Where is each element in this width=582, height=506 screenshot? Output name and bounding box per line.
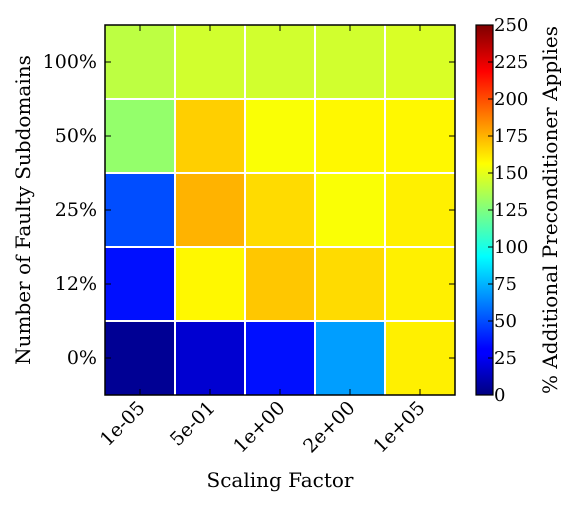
heatmap-cell xyxy=(105,247,175,321)
heatmap-cell xyxy=(315,173,385,247)
colorbar-tick-label: 75 xyxy=(494,274,517,295)
heatmap-cell xyxy=(245,321,315,395)
heatmap-cell xyxy=(245,25,315,99)
heatmap-cell xyxy=(175,25,245,99)
colorbar-ticks: 0 25 50 75 100 125 150 175 200 225 250 xyxy=(488,15,528,406)
y-tick-label: 100% xyxy=(43,51,97,73)
colorbar-tick-label: 175 xyxy=(494,126,528,147)
heatmap-cell xyxy=(385,25,455,99)
heatmap-cell xyxy=(175,99,245,173)
colorbar-tick-label: 200 xyxy=(494,89,528,110)
heatmap-cell xyxy=(315,99,385,173)
x-tick-label: 1e+05 xyxy=(369,397,429,457)
colorbar-tick-label: 0 xyxy=(494,385,505,406)
heatmap-cell xyxy=(245,99,315,173)
y-tick-label: 12% xyxy=(55,273,97,295)
heatmap-cell xyxy=(105,99,175,173)
colorbar-tick-label: 100 xyxy=(494,237,528,258)
y-tick-label: 50% xyxy=(55,125,97,147)
cell-grid xyxy=(105,25,455,395)
y-axis-ticks: 100% 50% 25% 12% 0% xyxy=(43,51,455,369)
heatmap-cell xyxy=(385,99,455,173)
colorbar-tick-label: 225 xyxy=(494,52,528,73)
colorbar-tick-label: 25 xyxy=(494,348,517,369)
x-tick-label: 2e+00 xyxy=(299,397,359,457)
heatmap-cells xyxy=(105,25,455,395)
colorbar-tick-label: 250 xyxy=(494,15,528,36)
colorbar-label: % Additional Preconditioner Applies xyxy=(538,26,562,394)
colorbar-tick-label: 50 xyxy=(494,311,517,332)
heatmap-cell xyxy=(245,247,315,321)
heatmap-cell xyxy=(175,321,245,395)
colorbar-tick-label: 150 xyxy=(494,163,528,184)
heatmap-cell xyxy=(105,173,175,247)
heatmap-cell xyxy=(385,247,455,321)
heatmap-cell xyxy=(315,321,385,395)
heatmap-cell xyxy=(385,321,455,395)
heatmap-cell xyxy=(315,247,385,321)
x-tick-label: 1e-05 xyxy=(96,397,150,451)
heatmap-cell xyxy=(315,25,385,99)
heatmap-cell xyxy=(245,173,315,247)
y-tick-label: 25% xyxy=(55,199,97,221)
heatmap-cell xyxy=(105,321,175,395)
colorbar-tick-label: 125 xyxy=(494,200,528,221)
heatmap-cell xyxy=(385,173,455,247)
x-axis-label: Scaling Factor xyxy=(207,468,354,492)
heatmap-cell xyxy=(175,173,245,247)
x-tick-label: 1e+00 xyxy=(229,397,289,457)
y-tick-label: 0% xyxy=(67,347,97,369)
y-axis-label: Number of Faulty Subdomains xyxy=(11,55,35,365)
heatmap-cell xyxy=(175,247,245,321)
heatmap-cell xyxy=(105,25,175,99)
x-tick-label: 5e-01 xyxy=(166,397,220,451)
